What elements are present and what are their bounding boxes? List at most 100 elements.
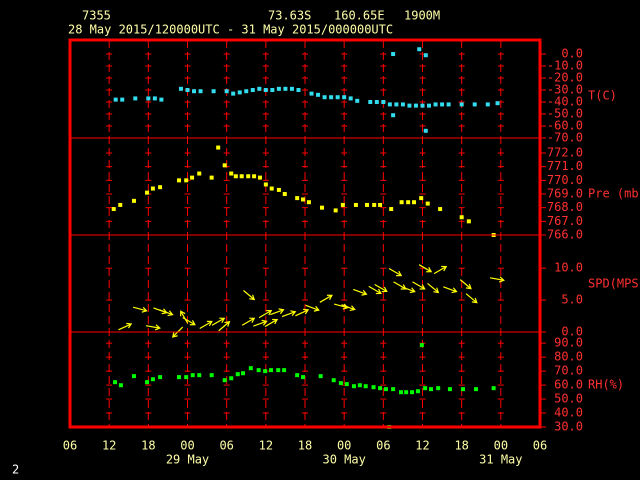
data-point xyxy=(407,103,412,108)
data-point xyxy=(211,89,216,94)
data-point xyxy=(372,202,377,207)
station-id: 7355 xyxy=(82,9,111,23)
data-point xyxy=(406,200,411,205)
wind-arrow xyxy=(374,283,388,293)
data-point xyxy=(340,202,345,207)
data-point xyxy=(351,384,356,389)
y-tick-label: 50.0 xyxy=(554,392,583,406)
data-point xyxy=(460,387,465,392)
data-point xyxy=(276,368,281,373)
wind-arrow xyxy=(443,286,458,294)
data-point xyxy=(146,96,151,101)
data-point xyxy=(331,378,336,383)
y-tick-label: 30.0 xyxy=(554,420,583,434)
data-point xyxy=(428,387,433,392)
y-tick-label: -10.0 xyxy=(547,59,583,73)
y-tick-label: 766.0 xyxy=(547,228,583,242)
data-point xyxy=(209,373,214,378)
x-tick-label: 06 xyxy=(219,439,233,453)
data-point xyxy=(423,53,428,58)
x-tick-label: 06 xyxy=(533,439,547,453)
wind-arrow xyxy=(412,281,426,290)
x-tick-label: 12 xyxy=(259,439,273,453)
y-tick-label: 5.0 xyxy=(561,293,583,307)
data-point xyxy=(235,372,240,377)
data-point xyxy=(495,101,500,106)
data-point xyxy=(159,97,164,102)
data-point xyxy=(197,171,202,176)
y-tick-label: 40.0 xyxy=(554,406,583,420)
data-point xyxy=(120,97,125,102)
data-point xyxy=(269,368,274,373)
y-tick-label: 90.0 xyxy=(554,336,583,350)
data-point xyxy=(224,89,229,94)
data-point xyxy=(118,202,123,207)
y-tick-label: 769.0 xyxy=(547,187,583,201)
data-point xyxy=(263,182,268,187)
page-number: 2 xyxy=(12,463,19,477)
wind-arrow xyxy=(489,276,505,283)
y-axis-label: RH(%) xyxy=(588,378,624,392)
data-point xyxy=(438,207,443,212)
data-point xyxy=(113,380,118,385)
data-point xyxy=(222,163,227,168)
data-point xyxy=(417,47,422,52)
wind-arrow xyxy=(388,267,403,277)
data-point xyxy=(348,96,353,101)
wind-arrow xyxy=(418,264,433,273)
x-tick-label: 18 xyxy=(454,439,468,453)
data-point xyxy=(113,97,118,102)
data-point xyxy=(197,373,202,378)
x-tick-label: 06 xyxy=(376,439,390,453)
y-tick-label: 80.0 xyxy=(554,350,583,364)
data-point xyxy=(472,102,477,107)
wind-arrow xyxy=(427,283,440,294)
x-tick-label: 12 xyxy=(415,439,429,453)
wind-arrow xyxy=(353,288,368,296)
period: 28 May 2015/120000UTC - 31 May 2015/0000… xyxy=(68,23,393,37)
wind-arrow xyxy=(218,321,231,332)
data-point xyxy=(257,86,262,91)
data-point xyxy=(333,208,338,213)
data-point xyxy=(447,387,452,392)
wind-arrow xyxy=(305,304,320,312)
data-point xyxy=(423,386,428,391)
data-point xyxy=(404,390,409,395)
data-point xyxy=(269,186,274,191)
data-point xyxy=(152,96,157,101)
data-point xyxy=(209,175,214,180)
data-point xyxy=(282,368,287,373)
wind-arrow xyxy=(295,308,310,317)
data-point xyxy=(309,91,314,96)
data-point xyxy=(378,202,383,207)
wind-arrow xyxy=(281,310,297,318)
elevation: 1900M xyxy=(404,9,440,23)
wind-arrow xyxy=(401,286,416,294)
data-point xyxy=(145,190,150,195)
data-point xyxy=(410,390,415,395)
data-point xyxy=(459,215,464,220)
data-point xyxy=(145,380,150,385)
data-point xyxy=(150,377,155,382)
data-point xyxy=(295,373,300,378)
data-point xyxy=(322,95,327,100)
wind-arrow xyxy=(253,319,268,327)
y-tick-label: -70.0 xyxy=(547,131,583,145)
y-axis-label: T(C) xyxy=(588,89,617,103)
y-tick-label: -60.0 xyxy=(547,119,583,133)
data-point xyxy=(371,385,376,390)
wind-arrow xyxy=(368,285,382,295)
data-point xyxy=(229,171,234,176)
longitude: 160.65E xyxy=(334,9,385,23)
wind-arrow xyxy=(433,265,448,275)
data-point xyxy=(257,175,262,180)
plot: 06 12 18 00 06 12 18 00 06 12 18 00 06 29 May 30 May 31… xyxy=(63,40,640,467)
data-point xyxy=(158,375,163,380)
data-point xyxy=(216,145,221,150)
wind-arrow xyxy=(145,324,161,331)
data-point xyxy=(425,201,430,206)
wind-arrow xyxy=(333,303,349,310)
data-point xyxy=(415,389,420,394)
data-point xyxy=(231,91,236,96)
wind-arrow xyxy=(132,306,148,313)
